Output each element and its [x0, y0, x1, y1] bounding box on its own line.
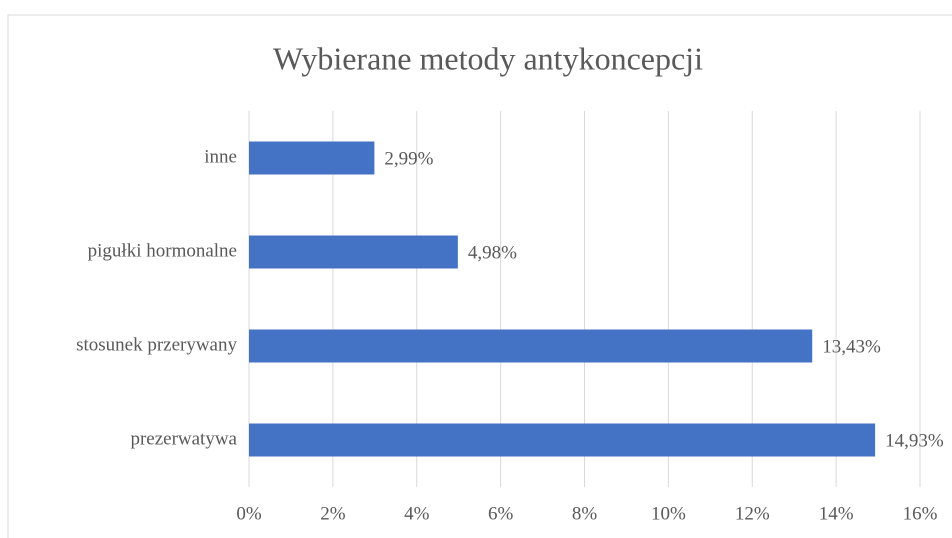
x-tick-label: 10% [651, 503, 686, 524]
value-label: 13,43% [822, 336, 881, 357]
bar [249, 235, 458, 269]
x-tick-label: 14% [819, 503, 854, 524]
chart-frame [7, 14, 952, 538]
chart-title: Wybierane metody antykoncepcji [273, 40, 703, 76]
bar [249, 141, 375, 175]
y-tick-label: stosunek przerywany [76, 334, 237, 355]
value-label: 14,93% [885, 430, 944, 451]
value-label: 2,99% [384, 148, 433, 169]
bar [249, 423, 876, 457]
bar [249, 329, 813, 363]
x-tick-label: 4% [404, 503, 430, 524]
y-tick-label: prezerwatywa [130, 428, 237, 449]
x-tick-label: 0% [236, 503, 262, 524]
y-tick-label: pigułki hormonalne [88, 240, 237, 261]
x-tick-label: 8% [572, 503, 598, 524]
x-tick-label: 16% [903, 503, 938, 524]
x-tick-label: 12% [735, 503, 770, 524]
value-label: 4,98% [468, 242, 517, 263]
y-tick-label: inne [204, 146, 237, 167]
x-tick-label: 2% [320, 503, 346, 524]
x-tick-label: 6% [488, 503, 514, 524]
